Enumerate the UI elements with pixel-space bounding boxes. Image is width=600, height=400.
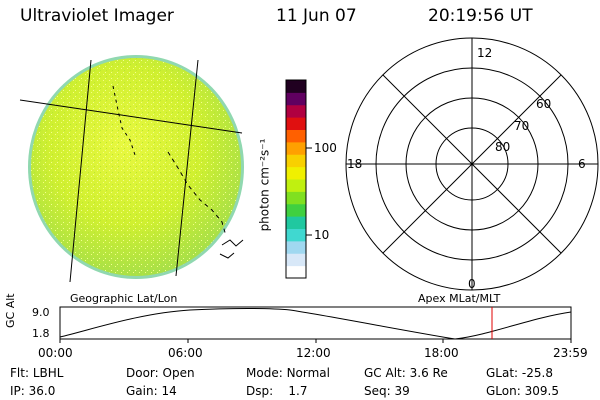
colorbar-segment [286,117,306,130]
altplot-xtick-0600: 06:00 [168,346,203,360]
colorbar-segment [286,228,306,242]
polar-label-mlt-0: 0 [468,277,476,291]
info-filter: Flt: LBHL [10,366,64,380]
polar-label-lat-60: 60 [536,97,552,111]
colorbar-segment [286,92,306,106]
altplot-xtick-0000: 00:00 [38,346,73,360]
colorbar-segment [286,129,306,143]
instrument-title: Ultraviolet Imager [20,6,174,26]
colorbar-segment [286,265,306,279]
altplot-xtick-1200: 12:00 [296,346,331,360]
polar-label-mlt-6: 6 [578,157,586,171]
colorbar-segment [286,141,306,155]
altplot-right-caption: Apex MLat/MLT [418,292,501,305]
colorbar-segment [286,154,306,168]
info-gain: Gain: 14 [126,384,177,398]
colorbar-segment [286,253,306,267]
info-glon: GLon: 309.5 [486,384,559,398]
info-door: Door: Open [126,366,195,380]
colorbar-segment [286,166,306,180]
altplot-left-caption: Geographic Lat/Lon [70,292,178,305]
info-mode: Mode: Normal [246,366,330,380]
altplot-ytick-1-8: 1.8 [32,327,50,340]
date-label: 11 Jun 07 [276,6,357,26]
altplot-xtick-2359: 23:59 [553,346,588,360]
colorbar-segment [286,191,306,205]
info-ip: IP: 36.0 [10,384,56,398]
colorbar-segment [286,203,306,217]
altplot-ytick-9: 9.0 [32,306,50,319]
info-dsp: Dsp: 1.7 [246,384,308,398]
colorbar-tick-100: 100 [314,141,337,155]
info-gc-alt: GC Alt: 3.6 Re [364,366,448,380]
altplot-xtick-1800: 18:00 [424,346,459,360]
colorbar-segment [286,240,306,254]
colorbar-tick-10: 10 [314,228,330,242]
colorbar-segment [286,179,306,192]
altplot-ylabel: GC Alt [4,293,17,328]
info-glat: GLat: -25.8 [486,366,553,380]
polar-label-lat-80: 80 [495,140,511,154]
info-seq: Seq: 39 [364,384,410,398]
colorbar-segment [286,216,306,229]
polar-label-mlt-12: 12 [477,46,493,60]
colorbar-segment [286,80,306,93]
polar-label-lat-70: 70 [514,119,530,133]
polar-label-mlt-18: 18 [347,157,363,171]
time-label: 20:19:56 UT [428,6,533,26]
colorbar-segment [286,104,306,118]
